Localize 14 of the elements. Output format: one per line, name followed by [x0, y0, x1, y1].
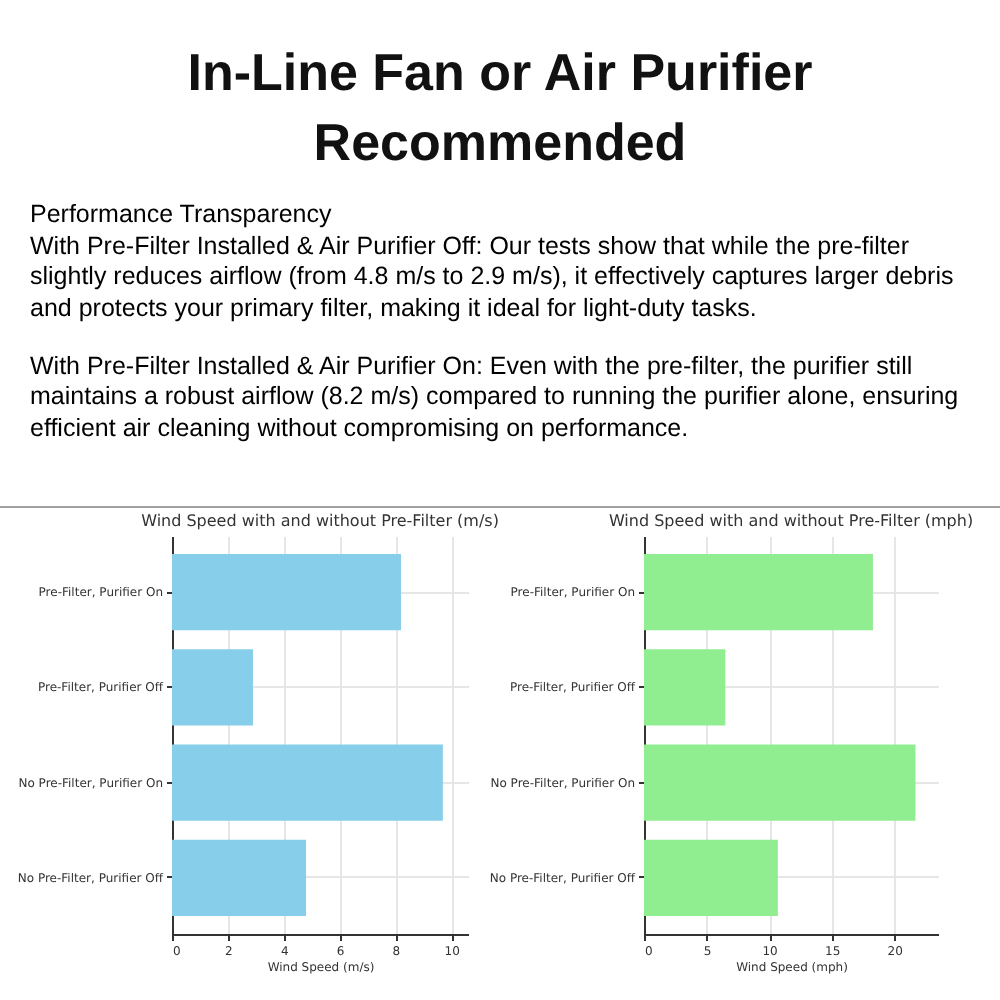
- bar: [172, 744, 443, 821]
- chart-title: Wind Speed with and without Pre-Filter (mph): [608, 512, 974, 530]
- chart-title: Wind Speed with and without Pre-Filter (m/s): [141, 512, 499, 530]
- bar: [644, 649, 726, 726]
- bar: [644, 744, 916, 821]
- text: With Pre-Filter Installed & Air Purifier Off: Our tests show that while the pre-filter slightly reduces airflow (from 4.8 m/s to 2.9 m/s), it effectively captures larger debris and protects your primary filter, making it ideal for light-duty tasks.: [30, 231, 956, 324]
- text: Performance Transparency: [30, 200, 334, 231]
- bar: [644, 554, 873, 631]
- text: In-Line Fan or Air Purifier Recommended: [185, 40, 815, 176]
- text: With Pre-Filter Installed & Air Purifier On: Even with the pre-filter, the purifier still maintains a robust airflow (8.2 m/s) compared to running the purifier alone, ensuring efficient air cleaning without compromising on performance.: [30, 351, 961, 444]
- bar: [172, 554, 401, 631]
- bar: [172, 839, 307, 916]
- bar: [644, 839, 778, 916]
- bar: [172, 649, 253, 726]
